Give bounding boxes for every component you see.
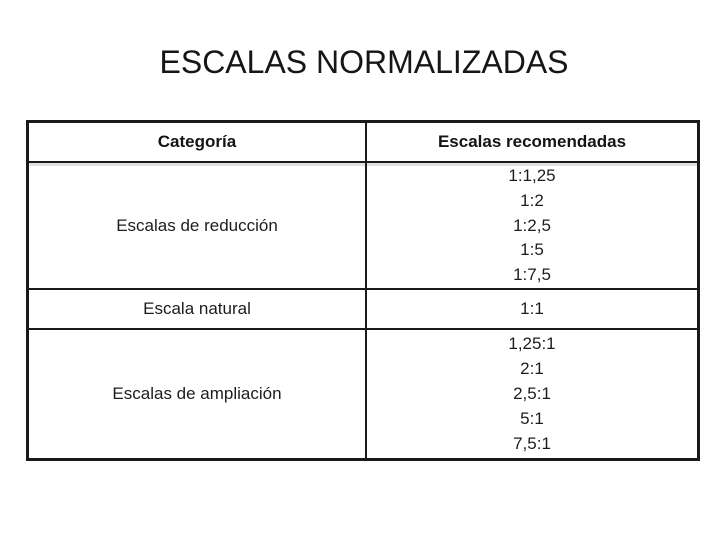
scale-value: 2:1 — [520, 358, 544, 378]
column-header-categoria: Categoría — [29, 123, 367, 163]
category-cell-reduccion: Escalas de reducción — [29, 163, 367, 290]
scale-value: 7,5:1 — [513, 434, 551, 454]
scale-value: 5:1 — [520, 409, 544, 429]
scales-cell-natural: 1:1 — [367, 290, 697, 330]
scale-value: 1:1 — [520, 299, 544, 318]
scales-cell-ampliacion: 1,25:1 2:1 2,5:1 5:1 7,5:1 — [367, 330, 697, 458]
category-cell-natural: Escala natural — [29, 290, 367, 330]
column-header-escalas-recomendadas: Escalas recomendadas — [367, 123, 697, 163]
scale-value: 1:2 — [520, 190, 544, 210]
scales-table: Categoría Escalas recomendadas Escalas d… — [26, 120, 700, 461]
scale-value: 2,5:1 — [513, 384, 551, 403]
scale-value: 1:2,5 — [513, 215, 551, 235]
scale-value: 1:1,25 — [508, 166, 556, 186]
scales-cell-reduccion: 1:1,25 1:2 1:2,5 1:5 1:7,5 — [367, 163, 697, 290]
scale-value: 1,25:1 — [508, 333, 556, 353]
scale-value: 1:7,5 — [513, 264, 551, 284]
scale-value: 1:5 — [520, 240, 544, 260]
page-title: ESCALAS NORMALIZADAS — [159, 44, 569, 80]
category-cell-ampliacion: Escalas de ampliación — [29, 330, 367, 458]
